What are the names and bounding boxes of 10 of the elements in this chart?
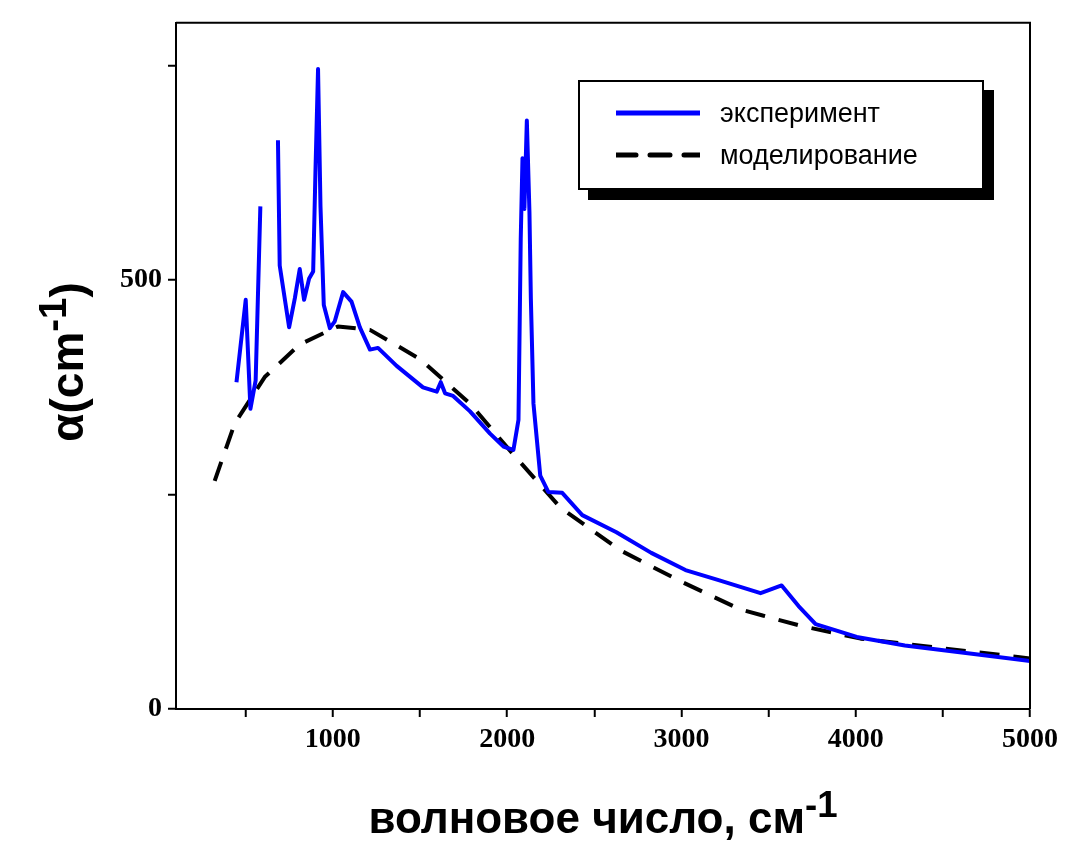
y-tick-label: 0	[148, 691, 162, 723]
x-tick-label: 3000	[653, 722, 710, 754]
x-tick-label: 1000	[304, 722, 361, 754]
x-tick-label: 4000	[827, 722, 884, 754]
x-tick-label: 2000	[479, 722, 536, 754]
x-axis-title: волновое число, см$^{-1}$	[367, 783, 839, 844]
x-tick-label: 5000	[1002, 722, 1058, 754]
legend-label: эксперимент	[720, 97, 880, 129]
legend-label: моделирование	[720, 139, 918, 171]
y-tick-label: 500	[120, 262, 162, 294]
